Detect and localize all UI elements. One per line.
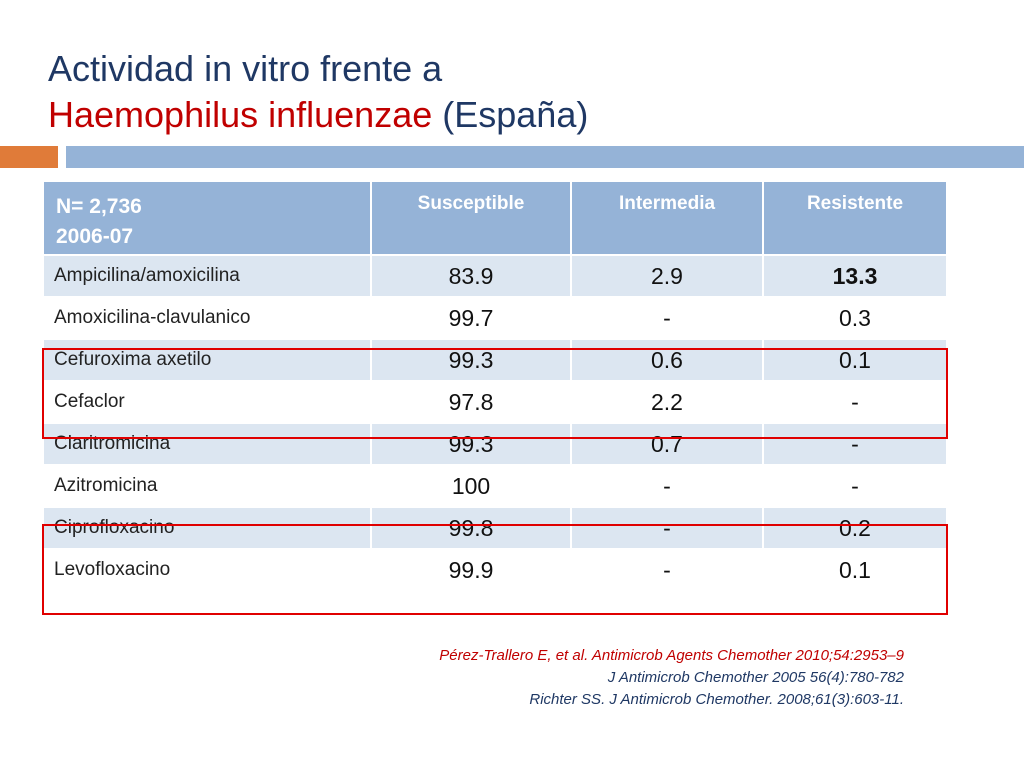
header-sample-size: N= 2,736 2006-07 <box>44 182 372 256</box>
title-line-2: Haemophilus influenzae (España) <box>48 92 988 138</box>
header-intermedia: Intermedia <box>572 182 764 256</box>
value-susceptible: 99.3 <box>372 340 572 382</box>
title-country: (España) <box>442 94 589 135</box>
slide-title: Actividad in vitro frente a Haemophilus … <box>48 46 988 138</box>
value-susceptible: 99.7 <box>372 298 572 340</box>
value-susceptible: 100 <box>372 466 572 508</box>
value-resistente: 13.3 <box>764 256 946 298</box>
value-resistente: - <box>764 424 946 466</box>
reference-2: J Antimicrob Chemother 2005 56(4):780-78… <box>607 669 904 686</box>
drug-name: Levofloxacino <box>44 550 372 592</box>
value-intermedia: 2.9 <box>572 256 764 298</box>
accent-bar-orange <box>0 146 58 168</box>
value-resistente: - <box>764 382 946 424</box>
reference-3: Richter SS. J Antimicrob Chemother. 2008… <box>529 691 904 708</box>
value-intermedia: - <box>572 508 764 550</box>
drug-name: Cefaclor <box>44 382 372 424</box>
value-susceptible: 99.8 <box>372 508 572 550</box>
value-intermedia: 0.6 <box>572 340 764 382</box>
header-resistente: Resistente <box>764 182 946 256</box>
title-line-1: Actividad in vitro frente a <box>48 48 443 89</box>
table-row: Ampicilina/amoxicilina 83.9 2.9 13.3 <box>44 256 946 298</box>
value-intermedia: 2.2 <box>572 382 764 424</box>
drug-name: Claritromicina <box>44 424 372 466</box>
value-resistente: 0.1 <box>764 340 946 382</box>
value-susceptible: 83.9 <box>372 256 572 298</box>
drug-name: Cefuroxima axetilo <box>44 340 372 382</box>
value-intermedia: - <box>572 550 764 592</box>
table-row: Claritromicina 99.3 0.7 - <box>44 424 946 466</box>
value-susceptible: 99.9 <box>372 550 572 592</box>
header-n-label: N= 2,736 <box>56 195 142 218</box>
drug-name: Ciprofloxacino <box>44 508 372 550</box>
susceptibility-table-wrapper: N= 2,736 2006-07 Susceptible Intermedia … <box>44 182 946 592</box>
drug-name: Amoxicilina-clavulanico <box>44 298 372 340</box>
susceptibility-table: N= 2,736 2006-07 Susceptible Intermedia … <box>44 182 946 592</box>
table-row: Ciprofloxacino 99.8 - 0.2 <box>44 508 946 550</box>
value-resistente: 0.3 <box>764 298 946 340</box>
reference-1: Pérez-Trallero E, et al. Antimicrob Agen… <box>439 647 904 664</box>
accent-bar-blue <box>66 146 1024 168</box>
header-period: 2006-07 <box>56 225 134 248</box>
value-intermedia: - <box>572 298 764 340</box>
table-row: Cefaclor 97.8 2.2 - <box>44 382 946 424</box>
table-row: Azitromicina 100 - - <box>44 466 946 508</box>
table-row: Levofloxacino 99.9 - 0.1 <box>44 550 946 592</box>
value-resistente: - <box>764 466 946 508</box>
title-organism: Haemophilus influenzae <box>48 94 433 135</box>
value-intermedia: 0.7 <box>572 424 764 466</box>
header-susceptible: Susceptible <box>372 182 572 256</box>
drug-name: Ampicilina/amoxicilina <box>44 256 372 298</box>
value-susceptible: 97.8 <box>372 382 572 424</box>
table-row: Amoxicilina-clavulanico 99.7 - 0.3 <box>44 298 946 340</box>
value-susceptible: 99.3 <box>372 424 572 466</box>
value-resistente: 0.2 <box>764 508 946 550</box>
references: Pérez-Trallero E, et al. Antimicrob Agen… <box>439 645 904 711</box>
value-intermedia: - <box>572 466 764 508</box>
table-header-row: N= 2,736 2006-07 Susceptible Intermedia … <box>44 182 946 256</box>
value-resistente: 0.1 <box>764 550 946 592</box>
drug-name: Azitromicina <box>44 466 372 508</box>
table-row: Cefuroxima axetilo 99.3 0.6 0.1 <box>44 340 946 382</box>
